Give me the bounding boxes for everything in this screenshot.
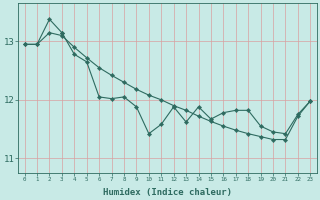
X-axis label: Humidex (Indice chaleur): Humidex (Indice chaleur) (103, 188, 232, 197)
